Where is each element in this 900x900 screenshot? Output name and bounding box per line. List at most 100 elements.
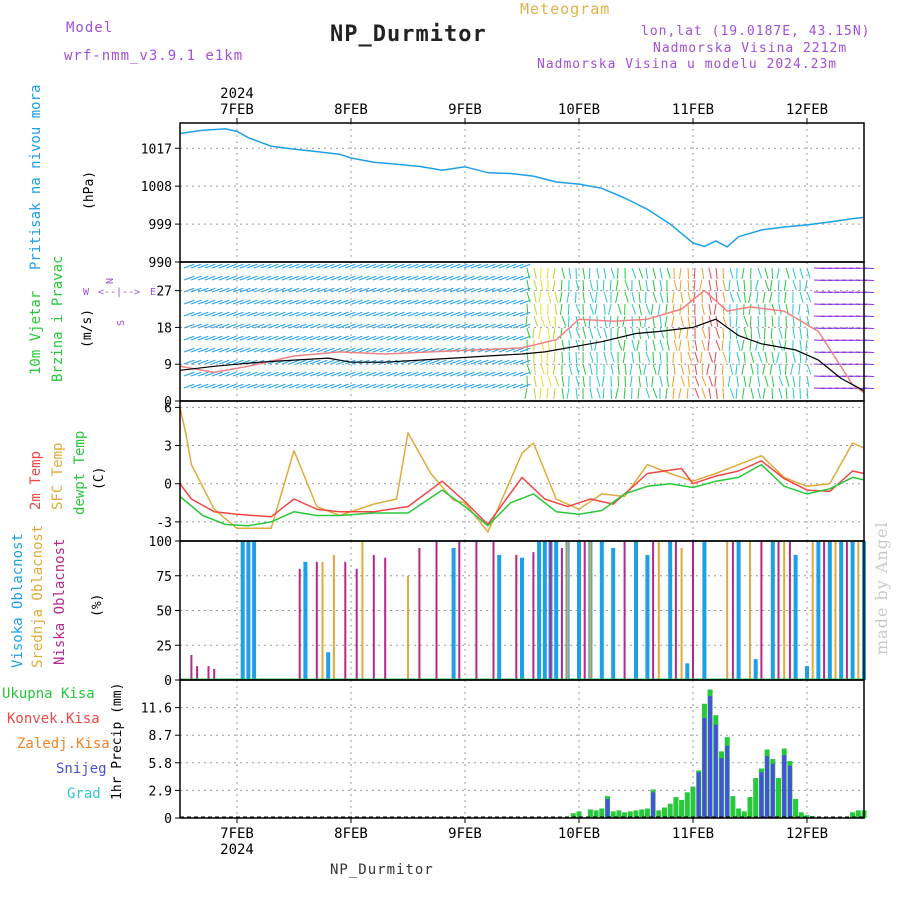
wind-barb [632,292,634,303]
y-tick-label: 100 [149,535,172,550]
wind-barb [534,376,536,387]
wind-barb [742,388,744,399]
wind-barb [637,340,639,351]
y-tick-label: 0 [164,812,172,827]
wind-barb [756,292,758,303]
x-label-bottom: 12FEB [786,826,828,842]
y-tick-label: 999 [149,218,172,233]
precip-legend-total: Ukupna Kisa [2,686,95,702]
cloud-high-bar [520,558,524,680]
y-tick-label: 18 [156,321,172,336]
wind-barb [772,388,773,399]
precip-total-bar [691,787,696,818]
cloud-high-bar [497,555,501,680]
wind-barb [695,376,699,386]
precip-ylabel: 1hr Precip (mm) [110,683,125,800]
wind-barb [744,328,747,339]
cloud-low-bar [846,541,848,680]
wind-barb [618,304,621,315]
wind-barb [625,364,626,375]
wind-barb [702,328,706,338]
wind-barb [639,364,641,375]
wind-barb [742,340,744,351]
wind-barb [778,280,779,291]
wind-barb [653,280,655,291]
wind-barb [786,376,789,387]
wind-barb [723,304,724,315]
wind-barb [722,364,723,375]
wind-barb [611,364,613,375]
wind-barb [785,328,786,339]
wind-barb [737,292,740,302]
wind-barb [534,268,536,279]
wind-barb [644,364,646,375]
wind-barb [744,376,746,387]
wind-barb [786,268,789,279]
wind-barb [799,364,800,375]
y-tick-label: 50 [156,605,172,620]
wind-barb [653,328,655,339]
cloud-low-bar [299,569,301,680]
wind-barb [660,316,661,327]
wind-barb [674,280,677,291]
wind-barb [597,388,600,399]
wind-barb [688,268,689,279]
cloud-high-bar [554,541,558,680]
wind-barb [709,376,713,386]
wind-barb [772,268,773,279]
cloud-high-bar [771,541,775,680]
wind-barb [723,388,724,399]
precip-snow-bar [720,758,724,818]
cloud-low-bar [584,541,586,680]
wind-barb [653,340,655,351]
wind-barb [770,292,772,303]
precip-snow-bar [765,756,769,818]
wind-barb [758,388,760,399]
wind-barb [702,304,704,315]
x-label-bottom: 8FEB [334,826,368,842]
altitude-label: Nadmorska Visina 2212m [653,41,847,56]
cloud-high-bar [805,666,809,680]
cloud-low-bar [373,555,375,680]
wind-barb [541,364,544,374]
wind-barb [583,292,585,303]
cloud-mid-bar [812,541,814,680]
wind-barb [569,352,570,363]
wind-barb [729,280,730,291]
cloud-low-bar [316,562,318,680]
cloud-mid-bar [835,541,837,680]
precip-total-bar [673,797,678,818]
wind-barb [548,328,550,339]
precip-legend-conv: Konvek.Kisa [7,711,100,727]
wind-barb [793,376,795,387]
precip-total-bar [753,778,758,818]
wind-barb [702,364,703,375]
cloud-low-bar [475,541,477,680]
wind-barb [646,280,648,291]
wind-barb [539,292,541,303]
cloud-high-bar [577,541,581,680]
wind-barb [779,340,782,351]
wind-barb [714,304,716,315]
precip-legend-frz: Zaledj.Kisa [17,736,110,752]
cloud-mid-bar [407,576,409,680]
wind-barb [758,268,762,278]
wind-barb [534,292,536,303]
wind-barb [583,328,586,339]
cloud-mid-bar [658,541,660,680]
wind-barb [611,352,614,363]
wind-barb [709,352,713,362]
wind-barb [553,328,555,339]
wind-barb [623,352,625,363]
wind-barb [534,280,537,291]
wind-barb [534,304,537,315]
wind-barb [597,268,599,279]
wind-speed-line [180,319,864,391]
cloud-high-bar [685,663,689,680]
wind-barb [695,364,697,375]
wind-barb [716,316,718,327]
cloud-ylabel-2: Srednja Oblacnost [30,525,46,668]
x-label-top: 11FEB [672,102,714,118]
wind-barb [555,376,559,386]
panel-frame [180,401,864,541]
